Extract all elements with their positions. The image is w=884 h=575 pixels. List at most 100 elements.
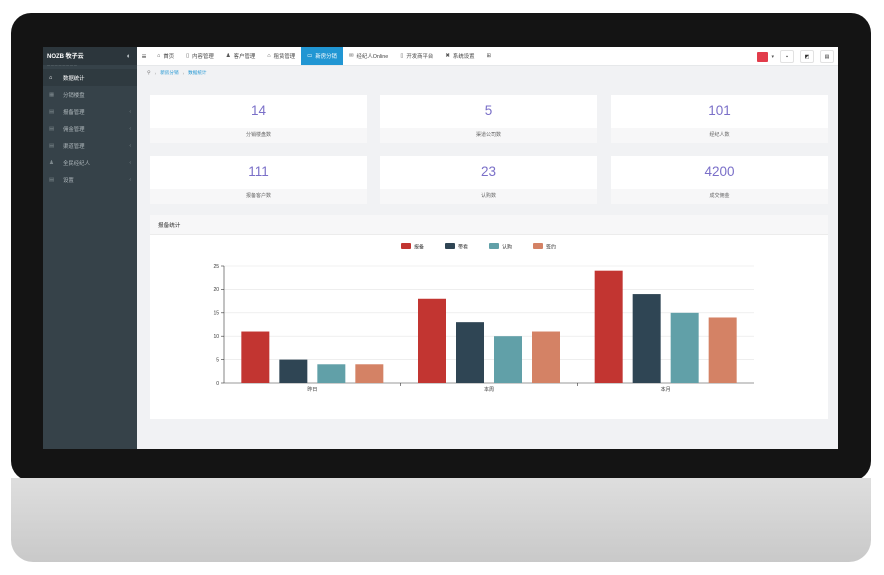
x-tick-label: 本月: [661, 386, 671, 393]
stat-card: 111 报备客户数: [150, 156, 367, 204]
bar: [594, 270, 623, 383]
panel-title: 报备统计: [158, 223, 181, 229]
user-plus-icon: ♟: [225, 53, 231, 59]
sidebar-item-label: 全民经纪人: [63, 160, 90, 167]
report-stats-panel: 报备统计 报备 带看 认购 签约 0 5 10 15 20 25 昨日 本周 本月: [150, 215, 828, 419]
chat-icon: ▭: [307, 53, 313, 59]
stat-card: 14 分销楼盘数: [150, 95, 367, 143]
stat-card: 5 渠道公司数: [380, 95, 597, 143]
mail-icon: ✉: [348, 53, 354, 59]
money-icon: ▤: [49, 125, 55, 132]
chevron-left-icon: ‹: [129, 125, 131, 132]
stat-value: 111: [248, 164, 269, 179]
legend-label: 签约: [546, 244, 556, 251]
bar: [632, 294, 661, 383]
legend-swatch: [401, 243, 411, 249]
avatar[interactable]: [757, 51, 769, 62]
top-nav-label: 首页: [163, 54, 175, 60]
top-nav-item[interactable]: ▯ 内容管理: [180, 47, 220, 65]
settings-icon: ▤: [49, 176, 55, 183]
location-icon[interactable]: ⚲: [147, 70, 151, 76]
grid-icon: ⊞: [486, 53, 492, 59]
stat-value: 14: [250, 103, 267, 118]
legend-swatch: [533, 243, 543, 249]
legend-label: 认购: [502, 244, 512, 251]
app-screen: NOZB 牧子云 — — — — — — — — ◐ ⌂ 数据统计 ▦ 分销楼盘 ▤ 报备…: [43, 47, 838, 449]
y-tick-label: 25: [213, 264, 219, 270]
sidebar-item-label: 佣金管理: [63, 126, 85, 133]
layout-icon[interactable]: ▤: [820, 50, 834, 63]
droplet-icon[interactable]: ◐: [126, 52, 131, 60]
stat-label: 经纪人数: [611, 128, 828, 143]
y-tick-label: 0: [216, 381, 219, 387]
y-tick-label: 20: [213, 287, 219, 293]
top-nav-item[interactable]: ⌂ 首页: [151, 47, 180, 65]
breadcrumb-item-distribution[interactable]: 新房分销: [160, 70, 179, 75]
sidebar-item[interactable]: ▤ 佣金管理 ‹: [43, 120, 137, 137]
sidebar-item[interactable]: ▤ 设置 ‹: [43, 171, 137, 188]
chevron-left-icon: ‹: [129, 176, 131, 183]
top-navbar: ≡ ⌂ 首页 ▯ 内容管理 ♟ 客户管理 ⌂ 租赁管理 ▭ 新房分销 ✉ 经纪人Online ▯ 开发商平…: [137, 47, 838, 66]
sidebar-item-label: 分销楼盘: [63, 92, 85, 99]
sidebar-item[interactable]: ▤ 渠道管理 ‹: [43, 137, 137, 154]
sidebar-item[interactable]: ▤ 报备管理 ‹: [43, 103, 137, 120]
stat-label: 渠道公司数: [380, 128, 597, 143]
sidebar-item-label: 报备管理: [63, 109, 85, 116]
sidebar-item[interactable]: ⌂ 数据统计: [43, 69, 137, 86]
file-icon: ▯: [400, 53, 404, 59]
top-nav-item[interactable]: ▯ 开发商平台: [394, 47, 439, 65]
sidebar: NOZB 牧子云 — — — — — — — — ◐ ⌂ 数据统计 ▦ 分销楼盘 ▤ 报备…: [43, 47, 137, 449]
sidebar-item-label: 设置: [63, 177, 74, 184]
sidebar-item[interactable]: ♟ 全民经纪人 ‹: [43, 154, 137, 171]
top-nav-item[interactable]: ♟ 客户管理: [220, 47, 262, 65]
x-tick-label: 本周: [484, 386, 494, 393]
sidebar-item[interactable]: ▦ 分销楼盘: [43, 86, 137, 103]
chevron-left-icon: ‹: [129, 108, 131, 115]
sidebar-menu: ⌂ 数据统计 ▦ 分销楼盘 ▤ 报备管理 ‹ ▤ 佣金管理 ‹ ▤ 渠道管理 ‹ ♟ 全民经纪人 ‹ ▤ 设置 ‹: [43, 65, 137, 188]
file-icon: ▯: [186, 53, 190, 59]
logo-subtitle: — — — — — — — —: [47, 63, 77, 67]
bar: [456, 322, 484, 383]
expand-icon[interactable]: ◩: [800, 50, 814, 63]
chevron-down-icon[interactable]: ▾: [771, 53, 774, 60]
bar-chart: 报备 带看 认购 签约 0 5 10 15 20 25 昨日 本周 本月: [213, 243, 754, 393]
top-nav-item[interactable]: ⊞: [481, 47, 501, 65]
menu-toggle-icon[interactable]: ≡: [141, 51, 147, 61]
home-icon: ⌂: [157, 53, 161, 59]
legend-swatch: [445, 243, 455, 249]
logo[interactable]: NOZB 牧子云 — — — — — — — — ◐: [43, 47, 137, 67]
bar: [670, 312, 699, 383]
breadcrumb-item-current: 数据统计: [188, 70, 207, 75]
legend-swatch: [489, 243, 499, 249]
sidebar-item-label: 数据统计: [63, 75, 85, 82]
sidebar-item-label: 渠道管理: [63, 143, 85, 150]
legend-label: 带看: [458, 244, 468, 251]
bar: [355, 364, 384, 383]
stat-card: 4200 成交佣金: [611, 156, 828, 204]
top-nav-item[interactable]: ⌂ 租赁管理: [261, 47, 301, 65]
top-nav-item[interactable]: ✖ 系统设置: [439, 47, 480, 65]
panel-header: [150, 215, 828, 235]
top-nav-label: 开发商平台: [406, 54, 434, 60]
breadcrumb-separator: ›: [182, 70, 185, 76]
wrench-icon: ✖: [445, 53, 450, 59]
users-icon: ♟: [49, 159, 54, 166]
x-tick-label: 昨日: [307, 386, 317, 393]
breadcrumb-separator: ›: [154, 70, 157, 76]
top-nav-item[interactable]: ▭ 新房分销: [301, 47, 343, 65]
monitor-chin: [11, 478, 871, 562]
chevron-left-icon: ‹: [129, 142, 131, 149]
top-nav-label: 经纪人Online: [356, 54, 389, 60]
bar: [532, 331, 560, 383]
breadcrumb: ⚲ › 新房分销 › 数据统计: [147, 67, 207, 79]
chevron-left-icon: ‹: [129, 159, 131, 166]
building-icon: ▦: [49, 91, 55, 98]
top-nav-label: 客户管理: [233, 54, 256, 60]
stat-label: 分销楼盘数: [150, 128, 367, 143]
top-nav-item[interactable]: ✉ 经纪人Online: [343, 47, 394, 65]
trash-icon[interactable]: ▪: [780, 50, 794, 63]
bar: [708, 317, 737, 383]
bar: [279, 359, 308, 383]
bar: [418, 298, 446, 383]
toolbar-right: ▾ ▪ ◩ ▤: [757, 50, 834, 63]
